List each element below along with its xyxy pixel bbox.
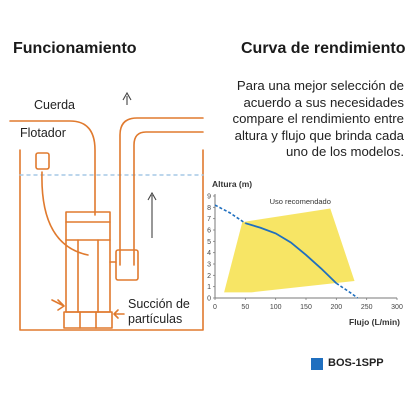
x-tick-label: 0 <box>213 304 217 311</box>
label-succion-line: partículas <box>128 312 183 326</box>
discharge-pipe <box>119 117 204 266</box>
zone-label: Uso recomendado <box>270 197 331 206</box>
x-tick-label: 50 <box>241 304 249 311</box>
x-tick-label: 200 <box>330 304 342 311</box>
series-line <box>245 222 337 284</box>
label-succion: Succión de partículas <box>128 297 190 327</box>
tank-wall <box>19 149 204 331</box>
x-tick-label: 250 <box>361 304 373 311</box>
description-line: Para una mejor selección de <box>236 78 404 93</box>
description-line: acuerdo a sus necesidades <box>243 94 404 110</box>
x-tick-label: 300 <box>391 304 403 311</box>
description-text: Para una mejor selección de acuerdo a su… <box>222 78 404 161</box>
pump-body <box>65 211 111 313</box>
x-tick-label: 150 <box>300 304 312 311</box>
label-flotador: Flotador <box>20 126 66 140</box>
label-succion-line: Succión de <box>128 297 190 311</box>
pump-diagram <box>9 91 204 331</box>
float-cord <box>41 171 89 256</box>
float-icon <box>35 152 50 170</box>
series-line-dashed <box>335 282 359 299</box>
description-line: altura y flujo que brinda cada <box>234 127 404 143</box>
legend-swatch <box>311 358 323 370</box>
suction-arrow <box>51 299 65 311</box>
y-axis-title: Altura (m) <box>212 179 252 189</box>
left-heading: Funcionamiento <box>13 40 137 57</box>
x-tick-label: 100 <box>270 304 282 311</box>
recommended-zone <box>224 208 355 293</box>
right-heading: Curva de rendimiento <box>241 40 406 57</box>
description-line: compare el rendimiento entre <box>232 111 404 126</box>
x-axis-title: Flujo (L/min) <box>349 317 400 327</box>
series-line-dashed <box>214 204 246 224</box>
label-cuerda: Cuerda <box>34 98 75 112</box>
cuerda-rope <box>9 120 96 216</box>
legend-label: BOS-1SPP <box>328 357 384 369</box>
pump-base <box>63 311 113 329</box>
description-line: uno de los modelos. <box>285 144 404 159</box>
pipe-fitting <box>115 249 139 281</box>
